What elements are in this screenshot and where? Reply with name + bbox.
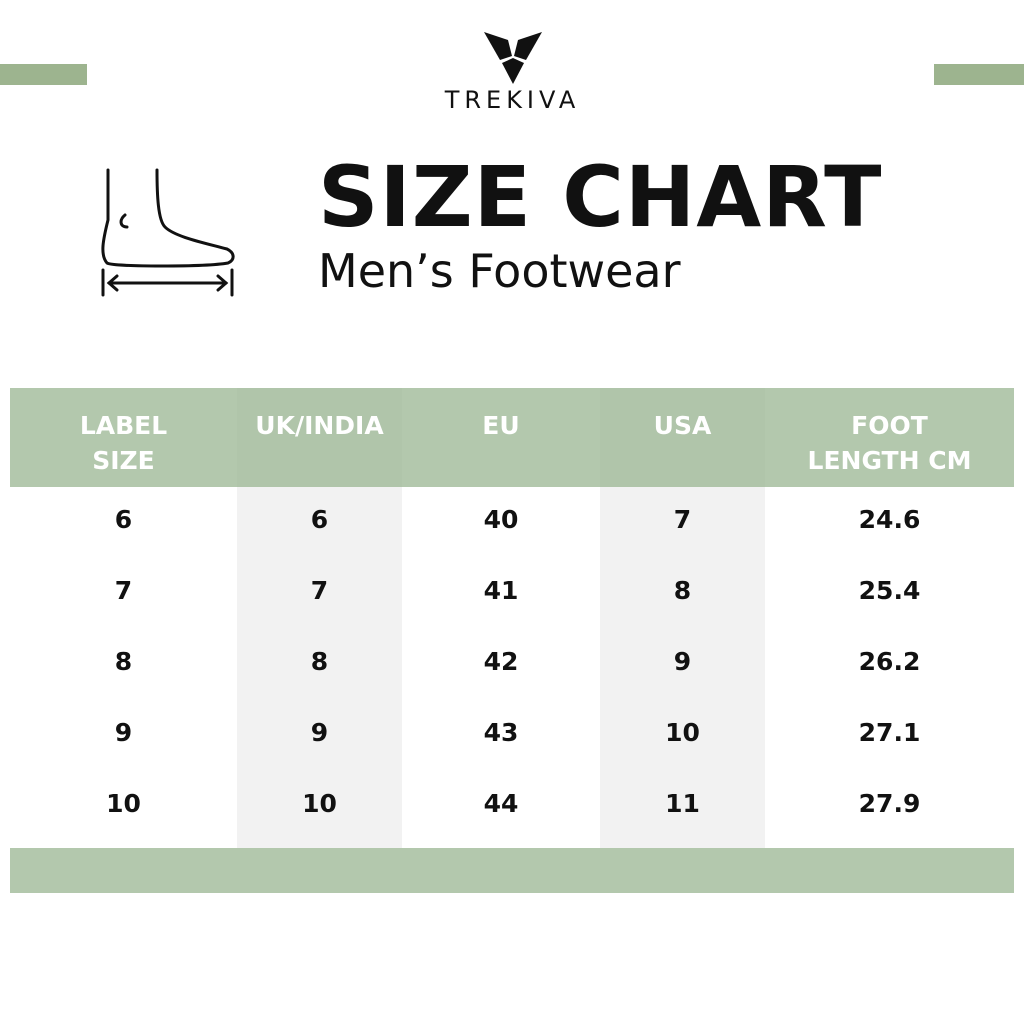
cell-eu: 43 <box>483 718 519 747</box>
cell-eu: 40 <box>483 505 519 534</box>
cell-eu: 44 <box>483 789 519 818</box>
foot-length-icon <box>101 168 235 297</box>
table-row: 10 10 44 11 27.9 <box>10 771 1014 842</box>
cell-label-size: 10 <box>106 789 141 818</box>
page-subtitle: Men’s Footwear <box>318 244 681 298</box>
header-label-size: LABEL SIZE <box>79 411 168 475</box>
cell-label-size: 7 <box>114 576 133 605</box>
cell-foot-length-cm: 26.2 <box>858 647 921 676</box>
decorative-bar-left <box>0 64 87 85</box>
table-row: 8 8 42 9 26.2 <box>10 629 1014 700</box>
page-title: SIZE CHART <box>318 148 883 246</box>
cell-foot-length-cm: 25.4 <box>858 576 921 605</box>
cell-foot-length-cm: 27.1 <box>858 718 921 747</box>
header-foot-length: FOOT LENGTH CM <box>807 411 972 475</box>
header-uk-india: UK/INDIA <box>237 388 402 487</box>
brand-name: TREKIVA <box>444 86 581 114</box>
cell-foot-length-cm: 24.6 <box>858 505 921 534</box>
header-eu: EU <box>482 411 520 440</box>
cell-usa: 11 <box>665 789 700 818</box>
table-footer-bar <box>10 848 1014 893</box>
table-body: 6 6 40 7 24.6 7 7 41 8 25.4 8 8 42 9 26.2 9 9 43 10 27.1 10 1… <box>10 487 1014 848</box>
cell-label-size: 6 <box>114 505 133 534</box>
cell-usa: 9 <box>673 647 692 676</box>
cell-uk-india: 7 <box>310 576 329 605</box>
table-row: 6 6 40 7 24.6 <box>10 487 1014 558</box>
column-shade <box>237 487 402 848</box>
cell-foot-length-cm: 27.9 <box>858 789 921 818</box>
decorative-bar-right <box>934 64 1024 85</box>
cell-usa: 7 <box>673 505 692 534</box>
cell-uk-india: 8 <box>310 647 329 676</box>
brand-logo: TREKIVA <box>405 30 620 114</box>
table-row: 9 9 43 10 27.1 <box>10 700 1014 771</box>
column-shade <box>600 487 765 848</box>
cell-label-size: 9 <box>114 718 133 747</box>
cell-uk-india: 6 <box>310 505 329 534</box>
table-header: LABEL SIZE UK/INDIA EU USA FOOT LENGTH C… <box>10 388 1014 487</box>
size-table: LABEL SIZE UK/INDIA EU USA FOOT LENGTH C… <box>10 388 1014 893</box>
cell-label-size: 8 <box>114 647 133 676</box>
cell-usa: 10 <box>665 718 700 747</box>
table-row: 7 7 41 8 25.4 <box>10 558 1014 629</box>
trekiva-logo-icon <box>483 32 542 84</box>
cell-eu: 41 <box>483 576 519 605</box>
cell-uk-india: 9 <box>310 718 329 747</box>
cell-eu: 42 <box>483 647 519 676</box>
cell-usa: 8 <box>673 576 692 605</box>
cell-uk-india: 10 <box>302 789 337 818</box>
header-usa: USA <box>600 388 765 487</box>
